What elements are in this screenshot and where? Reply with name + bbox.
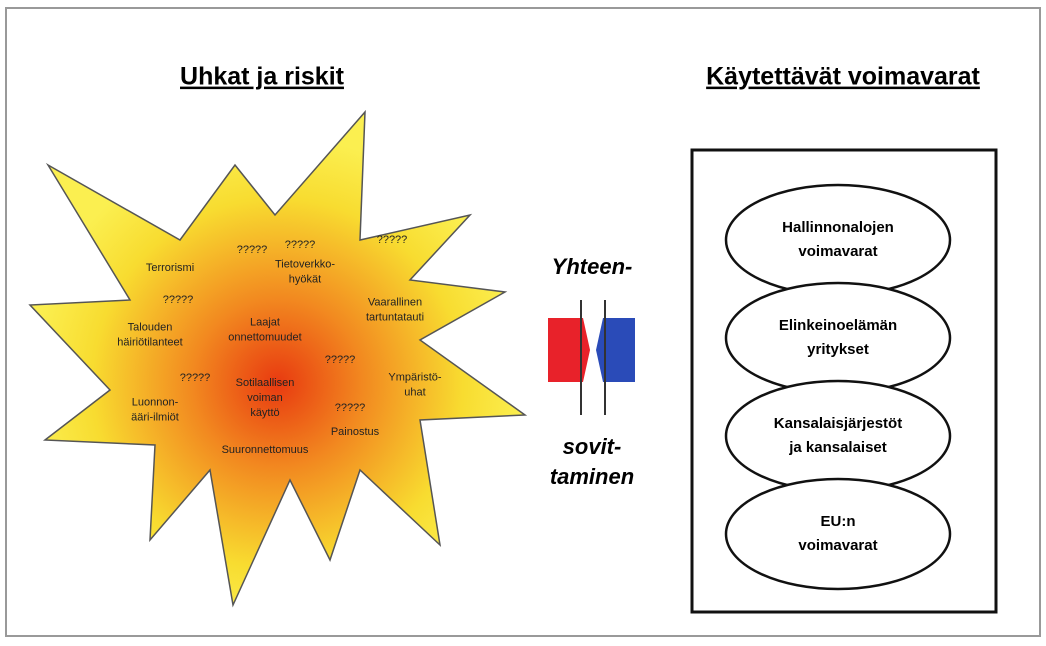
threat-label: Talouden bbox=[128, 321, 173, 333]
threat-label: Tietoverkko- bbox=[275, 258, 335, 270]
threat-label: Terrorismi bbox=[146, 262, 194, 274]
resource-label: voimavarat bbox=[798, 243, 877, 260]
resource-label: yritykset bbox=[807, 341, 869, 358]
resource-label: Hallinnonalojen bbox=[782, 219, 894, 236]
coordination-bottom: taminen bbox=[550, 464, 634, 489]
threat-label: Sotilaallisen bbox=[236, 377, 295, 389]
threat-label: Laajat bbox=[250, 316, 280, 328]
resource-label: EU:n bbox=[821, 513, 856, 530]
unknown-marker: ????? bbox=[335, 402, 366, 414]
resource-ellipse bbox=[726, 185, 950, 295]
resource-ellipse bbox=[726, 283, 950, 393]
threat-label: Suuronnettomuus bbox=[222, 444, 309, 456]
unknown-marker: ????? bbox=[163, 294, 194, 306]
resource-ellipse bbox=[726, 479, 950, 589]
unknown-marker: ????? bbox=[237, 244, 268, 256]
resource-label: Elinkeinoelämän bbox=[779, 317, 897, 334]
blue-arrow bbox=[596, 318, 635, 382]
resources-heading: Käytettävät voimavarat bbox=[706, 63, 980, 91]
diagram: Uhkat ja riskit Käytettävät voimavarat T… bbox=[0, 0, 1046, 646]
threat-label: onnettomuudet bbox=[228, 331, 301, 343]
threat-label: ääri-ilmiöt bbox=[131, 411, 179, 423]
unknown-marker: ????? bbox=[377, 234, 408, 246]
resource-ellipse bbox=[726, 381, 950, 491]
unknown-marker: ????? bbox=[325, 354, 356, 366]
coordination-bottom: sovit- bbox=[563, 434, 622, 459]
resource-label: ja kansalaiset bbox=[788, 439, 887, 456]
threat-label: Luonnon- bbox=[132, 396, 179, 408]
resource-label: voimavarat bbox=[798, 537, 877, 554]
threats-heading: Uhkat ja riskit bbox=[180, 63, 345, 91]
red-arrow bbox=[548, 318, 590, 382]
threat-label: voiman bbox=[247, 392, 282, 404]
threat-label: Ympäristö- bbox=[388, 371, 442, 383]
coordination-top: Yhteen- bbox=[552, 254, 633, 279]
threat-label: tartuntatauti bbox=[366, 311, 424, 323]
threat-label: Painostus bbox=[331, 426, 380, 438]
resource-label: Kansalaisjärjestöt bbox=[774, 415, 902, 432]
threat-label: uhat bbox=[404, 386, 425, 398]
unknown-marker: ????? bbox=[180, 372, 211, 384]
threat-label: Vaarallinen bbox=[368, 296, 422, 308]
threat-label: käyttö bbox=[250, 407, 279, 419]
threat-label: hyökät bbox=[289, 273, 321, 285]
unknown-marker: ????? bbox=[285, 239, 316, 251]
threat-label: häiriötilanteet bbox=[117, 336, 182, 348]
